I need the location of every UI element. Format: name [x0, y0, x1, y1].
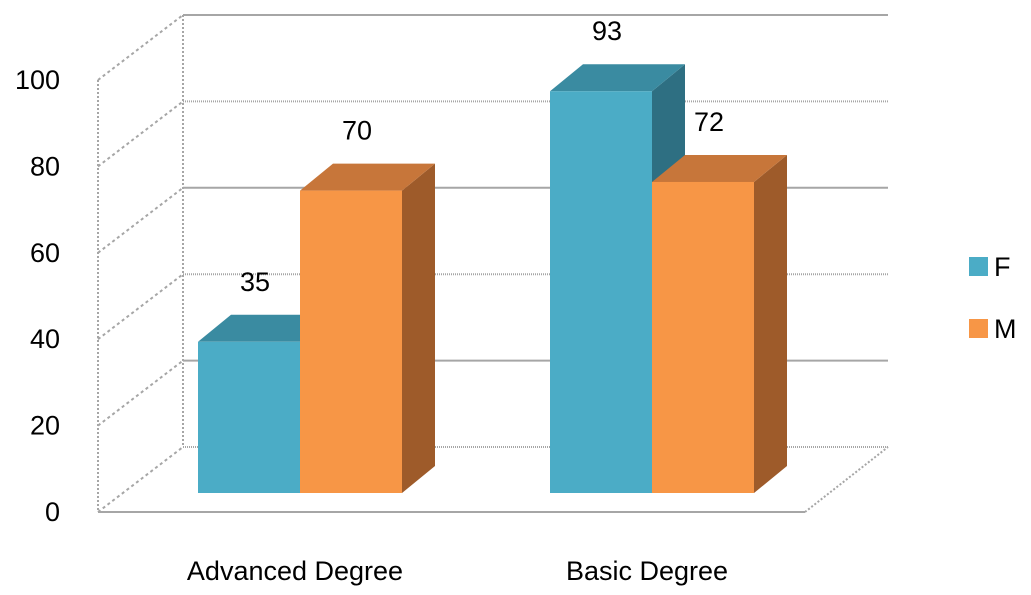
y-tick-label: 80 [30, 151, 60, 181]
y-tick-label: 60 [30, 238, 60, 268]
bar-top [652, 154, 787, 182]
data-label: 35 [240, 267, 270, 297]
y-tick-label: 100 [15, 65, 60, 95]
bar-top [300, 163, 435, 191]
bars [198, 64, 787, 494]
bar-top [198, 314, 333, 342]
gridline-diagonal [97, 273, 184, 340]
data-label: 70 [342, 116, 372, 146]
bar-top [550, 64, 685, 92]
floor-right-edge [804, 446, 889, 513]
bar-side [754, 154, 787, 493]
bar-front [300, 190, 402, 493]
bar-front [550, 91, 652, 494]
x-category-label: Advanced Degree [187, 556, 403, 586]
y-tick-label: 40 [30, 324, 60, 354]
bar-side [402, 163, 435, 493]
data-label: 93 [592, 16, 622, 46]
data-labels: 35 70 93 72 [240, 16, 724, 297]
gridline-diagonal [97, 446, 184, 513]
bar-m-0 [300, 163, 435, 493]
legend-swatch [969, 319, 988, 338]
data-label: 72 [694, 107, 724, 137]
x-axis: Advanced Degree Basic Degree [187, 556, 728, 586]
gridline-diagonal [97, 187, 184, 254]
legend-label: F [994, 252, 1011, 282]
bar-front [198, 341, 300, 493]
gridline-diagonal [97, 14, 184, 81]
y-tick-label: 0 [45, 497, 60, 527]
legend: FM [969, 252, 1017, 344]
y-axis: 0 20 40 60 80 100 [15, 65, 99, 527]
legend-swatch [969, 257, 988, 276]
bar-m-1 [652, 154, 787, 493]
bar-front [652, 181, 754, 493]
x-category-label: Basic Degree [566, 556, 728, 586]
gridline-diagonal [97, 100, 184, 168]
legend-label: M [994, 314, 1017, 344]
y-tick-label: 20 [30, 411, 60, 441]
gridline-diagonal [97, 359, 184, 427]
